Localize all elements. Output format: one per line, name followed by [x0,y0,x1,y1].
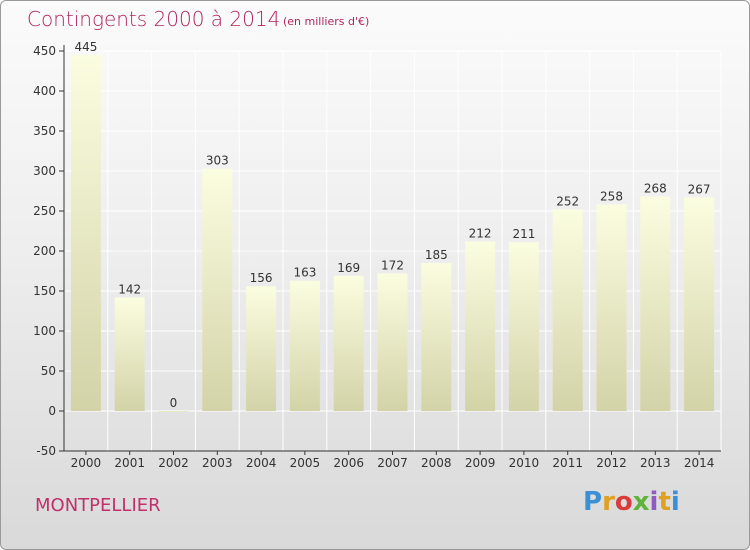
logo-letter: r [602,487,615,517]
x-tick-label: 2008 [421,456,452,470]
x-tick-label: 2011 [552,456,583,470]
x-tick-label: 2010 [509,456,540,470]
chart-title: Contingents 2000 à 2014 [27,7,281,31]
y-tick-label: 300 [33,164,56,178]
bar [246,286,277,411]
logo-letter: t [658,487,671,517]
x-tick-label: 2004 [246,456,277,470]
x-tick-label: 2007 [377,456,408,470]
x-tick-label: 2005 [290,456,321,470]
x-tick-label: 2014 [684,456,715,470]
data-label: 156 [250,271,273,285]
data-label: 445 [74,40,97,54]
x-tick-label: 2013 [640,456,671,470]
bar [508,242,539,411]
data-label: 185 [425,248,448,262]
data-label: 142 [118,282,141,296]
bar [114,297,145,411]
bar [158,411,189,412]
y-tick-label: 400 [33,84,56,98]
commune-name: MONTPELLIER [35,495,161,516]
y-tick-label: 0 [48,404,56,418]
bar [465,241,496,411]
data-label: 267 [688,182,711,196]
y-tick-label: 350 [33,124,56,138]
data-label: 169 [337,261,360,275]
x-tick-label: 2006 [333,456,364,470]
y-tick-label: 450 [33,44,56,58]
x-tick-label: 2009 [465,456,496,470]
proxiti-logo[interactable]: Proxiti [583,487,680,517]
x-tick-label: 2001 [114,456,145,470]
x-tick-label: 2000 [71,456,102,470]
bar [289,280,320,411]
bar [202,168,233,411]
bar [640,196,671,411]
bar [333,275,364,411]
bar-layer [70,55,715,412]
y-tick-label: -50 [36,444,56,458]
label-layer: 445 142 0 303 156 163 169 172 185 212 211 252 258 268… [74,40,710,410]
logo-letter: P [583,487,603,517]
data-label: 303 [206,154,229,168]
y-tick-label: 100 [33,324,56,338]
y-tick-label: 250 [33,204,56,218]
data-label: 163 [293,266,316,280]
bar [377,273,408,411]
chart-subtitle: (en milliers d'€) [283,15,370,28]
data-label: 258 [600,190,623,204]
bar [596,204,627,411]
x-tick-label: 2002 [158,456,189,470]
data-label: 211 [512,227,535,241]
data-label: 172 [381,258,404,272]
x-tick-label: 2012 [596,456,627,470]
bar [684,197,715,411]
bar [70,55,101,411]
data-label: 252 [556,194,579,208]
data-label: 0 [170,396,178,410]
data-label: 268 [644,182,667,196]
data-label: 212 [469,226,492,240]
bar [421,263,452,411]
y-tick-label: 200 [33,244,56,258]
bar [552,209,583,411]
logo-letter: o [614,487,633,517]
logo-letter: x [632,487,650,517]
x-tick-label: 2003 [202,456,233,470]
logo-letter: i [670,487,680,517]
y-tick-label: 50 [41,364,56,378]
y-tick-label: 150 [33,284,56,298]
logo-letter: i [649,487,659,517]
axis-layer: -50 0 50 100 150 200 250 300 350 400 450 2000 2001 20… [33,44,721,470]
